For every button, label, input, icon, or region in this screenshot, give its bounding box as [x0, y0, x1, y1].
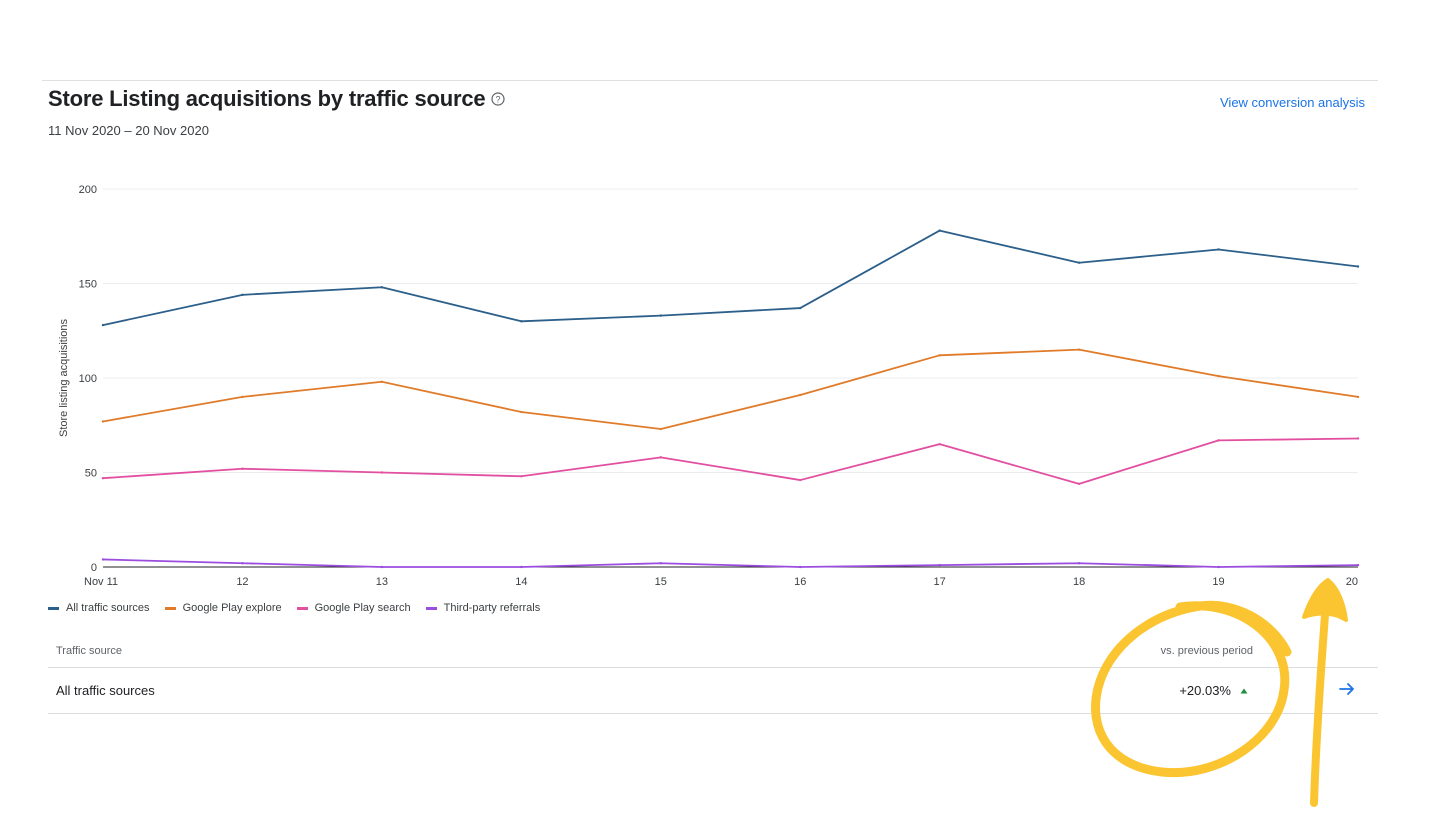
x-tick-label: 14	[515, 576, 527, 588]
data-point	[380, 565, 384, 569]
column-header-traffic-source[interactable]: Traffic source	[56, 645, 123, 657]
arrow-right-icon[interactable]	[1338, 680, 1356, 698]
date-range: 11 Nov 2020 – 20 Nov 2020	[48, 123, 209, 138]
legend-label: All traffic sources	[66, 602, 150, 614]
help-circle-icon[interactable]: ?	[491, 92, 506, 106]
row-source-label: All traffic sources	[56, 683, 155, 698]
data-point	[520, 320, 523, 323]
chart-legend: All traffic sources Google Play explore …	[48, 602, 555, 614]
legend-swatch	[296, 606, 308, 610]
data-point	[101, 558, 105, 561]
table-row[interactable]: All traffic sources +20.03%	[48, 668, 1378, 714]
data-point	[659, 427, 662, 431]
legend-label: Google Play search	[314, 602, 411, 614]
x-tick-label: 20	[1346, 576, 1358, 588]
data-point	[101, 323, 105, 327]
data-point	[1077, 482, 1081, 486]
legend-item-google-play-explore[interactable]: Google Play explore	[164, 602, 282, 614]
data-point	[241, 562, 244, 565]
x-tick-label: 16	[794, 576, 806, 588]
card-header: Store Listing acquisitions by traffic so…	[48, 86, 506, 112]
data-point	[101, 420, 105, 423]
legend-item-google-play-search[interactable]: Google Play search	[296, 602, 411, 614]
y-tick-label: 50	[85, 468, 97, 480]
y-tick-label: 0	[91, 562, 97, 574]
data-point	[101, 476, 105, 480]
x-tick-label: 18	[1073, 576, 1085, 588]
data-point	[1217, 248, 1220, 251]
data-point	[1356, 395, 1360, 399]
data-point	[1077, 348, 1081, 351]
series-line-google-play-explore	[102, 348, 1359, 430]
legend-swatch	[48, 606, 59, 610]
data-point	[380, 380, 384, 383]
data-point	[1217, 374, 1220, 378]
change-value: +20.03%	[1179, 683, 1231, 698]
data-point	[520, 475, 523, 478]
data-point	[520, 410, 523, 414]
column-header-vs-previous[interactable]: vs. previous period	[1160, 645, 1253, 657]
data-point	[1356, 265, 1360, 268]
data-point	[659, 456, 662, 459]
data-point	[1217, 439, 1220, 442]
data-point	[241, 395, 244, 399]
data-point	[938, 354, 941, 357]
line-chart: 0 50 100 150 200 Nov 11 12 13 14 15 16 17 18 19 20 Stor…	[58, 184, 1360, 588]
legend-label: Third-party referrals	[443, 602, 541, 614]
series-line-third-party-referrals	[102, 558, 1359, 568]
data-point	[799, 306, 802, 310]
data-point	[241, 467, 244, 470]
legend-label: Google Play explore	[182, 602, 282, 614]
x-tick-label: 15	[655, 576, 667, 588]
view-conversion-analysis-link[interactable]: View conversion analysis	[1220, 95, 1365, 110]
data-point	[938, 442, 941, 446]
data-point	[799, 393, 802, 397]
svg-text:?: ?	[496, 94, 501, 104]
data-point	[380, 286, 384, 289]
data-point	[938, 229, 941, 232]
x-tick-label: 13	[376, 576, 388, 588]
x-tick-label: Nov 11	[84, 576, 118, 588]
series-line-all-traffic-sources	[102, 229, 1359, 326]
legend-item-third-party-referrals[interactable]: Third-party referrals	[425, 602, 541, 614]
traffic-source-table: Traffic source vs. previous period All t…	[48, 637, 1378, 714]
x-tick-label: 12	[236, 576, 248, 588]
triangle-up-icon	[1240, 688, 1248, 694]
top-divider	[42, 80, 1378, 81]
y-tick-label: 100	[79, 373, 97, 385]
y-tick-label: 200	[79, 184, 97, 196]
data-point	[799, 565, 802, 569]
data-point	[1356, 437, 1360, 440]
data-point	[1356, 563, 1360, 567]
data-point	[659, 314, 662, 317]
series-line-google-play-search	[102, 437, 1359, 485]
data-point	[380, 471, 384, 474]
x-tick-label: 17	[934, 576, 946, 588]
legend-swatch	[425, 606, 437, 610]
data-point	[520, 565, 523, 569]
page-title: Store Listing acquisitions by traffic so…	[48, 86, 486, 111]
table-header: Traffic source vs. previous period	[48, 637, 1378, 668]
data-point	[1077, 562, 1081, 565]
data-point	[241, 293, 244, 297]
x-tick-label: 19	[1212, 576, 1224, 588]
legend-swatch	[164, 606, 176, 610]
y-axis-label: Store listing acquisitions	[58, 319, 70, 438]
row-change: +20.03%	[1179, 683, 1248, 698]
data-point	[938, 563, 941, 567]
data-point	[1217, 565, 1220, 569]
y-tick-label: 150	[79, 279, 97, 291]
legend-item-all-traffic-sources[interactable]: All traffic sources	[48, 602, 150, 614]
data-point	[799, 478, 802, 482]
data-point	[1077, 261, 1081, 264]
data-point	[659, 562, 662, 565]
